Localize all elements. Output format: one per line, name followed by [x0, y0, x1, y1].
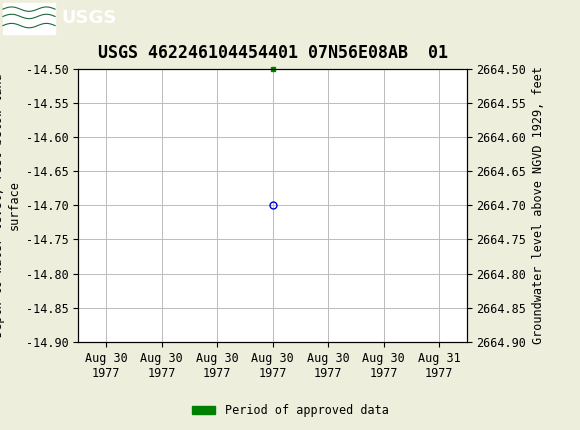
Legend: Period of approved data: Period of approved data	[187, 399, 393, 422]
Title: USGS 462246104454401 07N56E08AB  01: USGS 462246104454401 07N56E08AB 01	[97, 44, 448, 61]
Y-axis label: Groundwater level above NGVD 1929, feet: Groundwater level above NGVD 1929, feet	[532, 66, 545, 344]
Y-axis label: Depth to water level, feet below land
surface: Depth to water level, feet below land su…	[0, 74, 20, 337]
Bar	[3, 3, 55, 34]
Text: USGS: USGS	[61, 9, 116, 27]
